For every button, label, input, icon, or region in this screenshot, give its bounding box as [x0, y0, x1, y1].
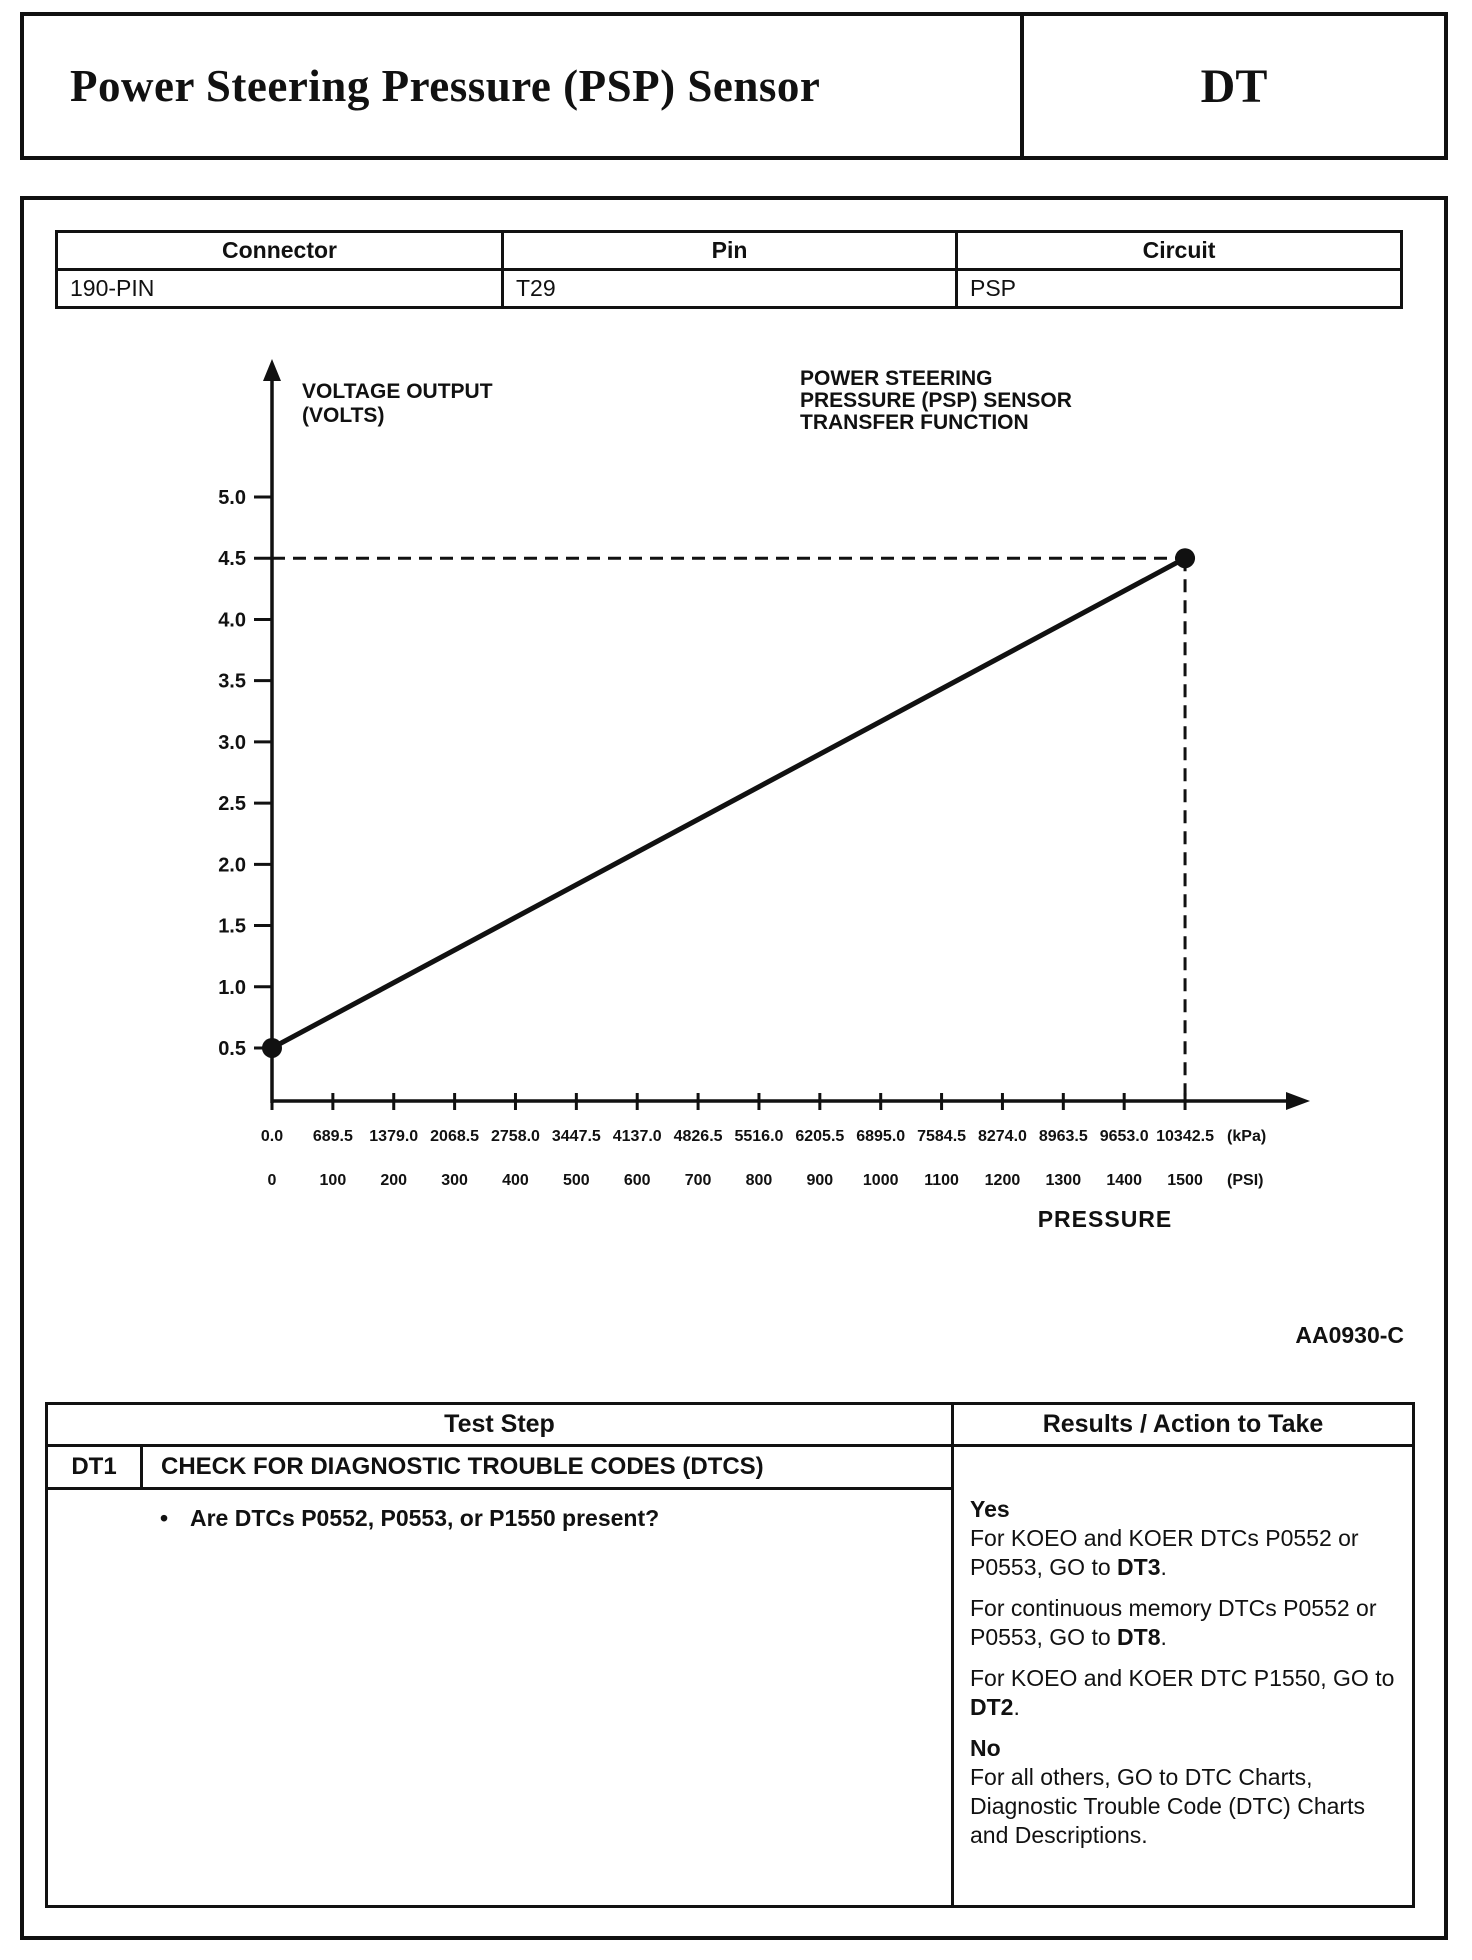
- kpa-unit-label: (kPa): [1227, 1128, 1266, 1145]
- x-tick-label-kpa: 4137.0: [613, 1128, 662, 1145]
- y-axis-title: VOLTAGE OUTPUT: [302, 380, 493, 403]
- results-column: Yes For KOEO and KOER DTCs P0552 or P0553…: [954, 1447, 1412, 1905]
- y-axis-title: (VOLTS): [302, 404, 384, 427]
- x-tick-label-kpa: 8274.0: [978, 1128, 1027, 1145]
- x-tick-label-kpa: 10342.5: [1156, 1128, 1214, 1145]
- y-tick-label: 4.5: [218, 548, 246, 570]
- pin-value: T29: [501, 268, 958, 309]
- x-axis-arrow: [1286, 1092, 1310, 1110]
- x-tick-label-psi: 0: [268, 1172, 277, 1189]
- y-tick-label: 2.0: [218, 854, 246, 876]
- y-tick-label: 1.5: [218, 916, 246, 938]
- x-tick-label-psi: 200: [380, 1172, 407, 1189]
- x-tick-label-psi: 1400: [1106, 1172, 1142, 1189]
- x-tick-label-kpa: 3447.5: [552, 1128, 601, 1145]
- y-tick-label: 0.5: [218, 1038, 246, 1060]
- connector-value: 190-PIN: [55, 268, 504, 309]
- x-axis-title: PRESSURE: [1038, 1206, 1173, 1232]
- connector-table: Connector Pin Circuit 190-PIN T29 PSP: [55, 230, 1403, 309]
- psi-unit-label: (PSI): [1227, 1172, 1263, 1189]
- circuit-value: PSP: [955, 268, 1403, 309]
- x-tick-label-psi: 1100: [924, 1172, 959, 1189]
- table-row: 190-PIN T29 PSP: [55, 268, 1403, 309]
- test-table-header-row: Test Step Results / Action to Take: [48, 1405, 1412, 1447]
- x-tick-label-psi: 900: [806, 1172, 833, 1189]
- transfer-function-line: [270, 556, 1187, 1051]
- x-tick-label-psi: 1000: [863, 1172, 899, 1189]
- x-tick-label-kpa: 1379.0: [369, 1128, 418, 1145]
- chart-title: POWER STEERING: [800, 367, 993, 390]
- y-tick-label: 3.5: [218, 671, 246, 693]
- test-table-body: DT1 CHECK FOR DIAGNOSTIC TROUBLE CODES (…: [48, 1447, 1412, 1905]
- data-point-start: [262, 1037, 282, 1058]
- result-paragraph: For continuous memory DTCs P0552 or P055…: [970, 1595, 1377, 1650]
- x-tick-label-kpa: 8963.5: [1039, 1128, 1088, 1145]
- y-tick-label: 4.0: [218, 609, 246, 631]
- y-tick-label: 2.5: [218, 793, 246, 815]
- x-tick-label-psi: 800: [746, 1172, 773, 1189]
- x-tick-label-kpa: 689.5: [313, 1128, 353, 1145]
- step-title-row: DT1 CHECK FOR DIAGNOSTIC TROUBLE CODES (…: [48, 1447, 951, 1490]
- x-tick-label-kpa: 0.0: [261, 1128, 283, 1145]
- x-tick-label-kpa: 7584.5: [917, 1128, 966, 1145]
- x-tick-label-psi: 1200: [985, 1172, 1021, 1189]
- x-tick-label-psi: 700: [685, 1172, 712, 1189]
- page-title: Power Steering Pressure (PSP) Sensor: [70, 61, 821, 111]
- x-tick-label-kpa: 4826.5: [674, 1128, 723, 1145]
- x-tick-label-kpa: 5516.0: [734, 1128, 783, 1145]
- step-question: Are DTCs P0552, P0553, or P1550 present?: [190, 1505, 660, 1531]
- x-tick-label-kpa: 2068.5: [430, 1128, 479, 1145]
- chart-title: TRANSFER FUNCTION: [800, 411, 1029, 434]
- title-bar: Power Steering Pressure (PSP) Sensor DT: [20, 12, 1448, 160]
- connector-table-header-row: Connector Pin Circuit: [55, 230, 1403, 271]
- x-tick-label-psi: 500: [563, 1172, 590, 1189]
- x-tick-label-psi: 400: [502, 1172, 529, 1189]
- content-box: Connector Pin Circuit 190-PIN T29 PSP 5.…: [20, 196, 1448, 1940]
- result-paragraph: For KOEO and KOER DTC P1550, GO to DT2.: [970, 1665, 1395, 1720]
- chart-title: PRESSURE (PSP) SENSOR: [800, 389, 1072, 412]
- x-tick-label-psi: 1500: [1167, 1172, 1203, 1189]
- transfer-function-chart: 5.0 4.5 4.0 3.5 3.0 2.5 2.0 1.5 1.0 0.5 0.0 0 689.5 1…: [218, 359, 1310, 1232]
- y-tick-label: 5.0: [218, 487, 246, 509]
- test-step-column: DT1 CHECK FOR DIAGNOSTIC TROUBLE CODES (…: [48, 1447, 954, 1905]
- x-tick-label-psi: 300: [441, 1172, 468, 1189]
- data-point-end: [1175, 548, 1196, 569]
- column-header-circuit: Circuit: [955, 230, 1403, 271]
- result-paragraph: No: [970, 1735, 1001, 1761]
- column-header-test-step: Test Step: [48, 1405, 954, 1444]
- test-step-table: Test Step Results / Action to Take DT1 C…: [45, 1402, 1415, 1908]
- x-tick-label-kpa: 6205.5: [795, 1128, 844, 1145]
- result-paragraph: Yes: [970, 1496, 1010, 1522]
- result-paragraph: For KOEO and KOER DTCs P0552 or P0553, G…: [970, 1525, 1359, 1580]
- y-axis-arrow: [263, 359, 281, 381]
- title-cell: Power Steering Pressure (PSP) Sensor: [24, 16, 1020, 156]
- x-tick-label-psi: 100: [320, 1172, 347, 1189]
- figure-reference: AA0930-C: [1295, 1322, 1404, 1348]
- section-code: DT: [1020, 16, 1444, 156]
- x-tick-label-kpa: 6895.0: [856, 1128, 905, 1145]
- y-tick-label: 3.0: [218, 732, 246, 754]
- step-question-row: • Are DTCs P0552, P0553, or P1550 presen…: [48, 1490, 951, 1532]
- bullet-icon: •: [160, 1505, 169, 1531]
- y-tick-label: 1.0: [218, 977, 246, 999]
- x-tick-label-kpa: 9653.0: [1100, 1128, 1149, 1145]
- column-header-pin: Pin: [501, 230, 958, 271]
- column-header-results: Results / Action to Take: [1042, 1410, 1324, 1438]
- step-id: DT1: [48, 1447, 143, 1487]
- x-tick-label-psi: 600: [624, 1172, 651, 1189]
- result-paragraph: For all others, GO to DTC Charts, Diagno…: [970, 1764, 1365, 1848]
- column-header-connector: Connector: [55, 230, 504, 271]
- x-tick-label-kpa: 2758.0: [491, 1128, 540, 1145]
- step-title: CHECK FOR DIAGNOSTIC TROUBLE CODES (DTCS…: [161, 1453, 764, 1480]
- x-tick-label-psi: 1300: [1046, 1172, 1082, 1189]
